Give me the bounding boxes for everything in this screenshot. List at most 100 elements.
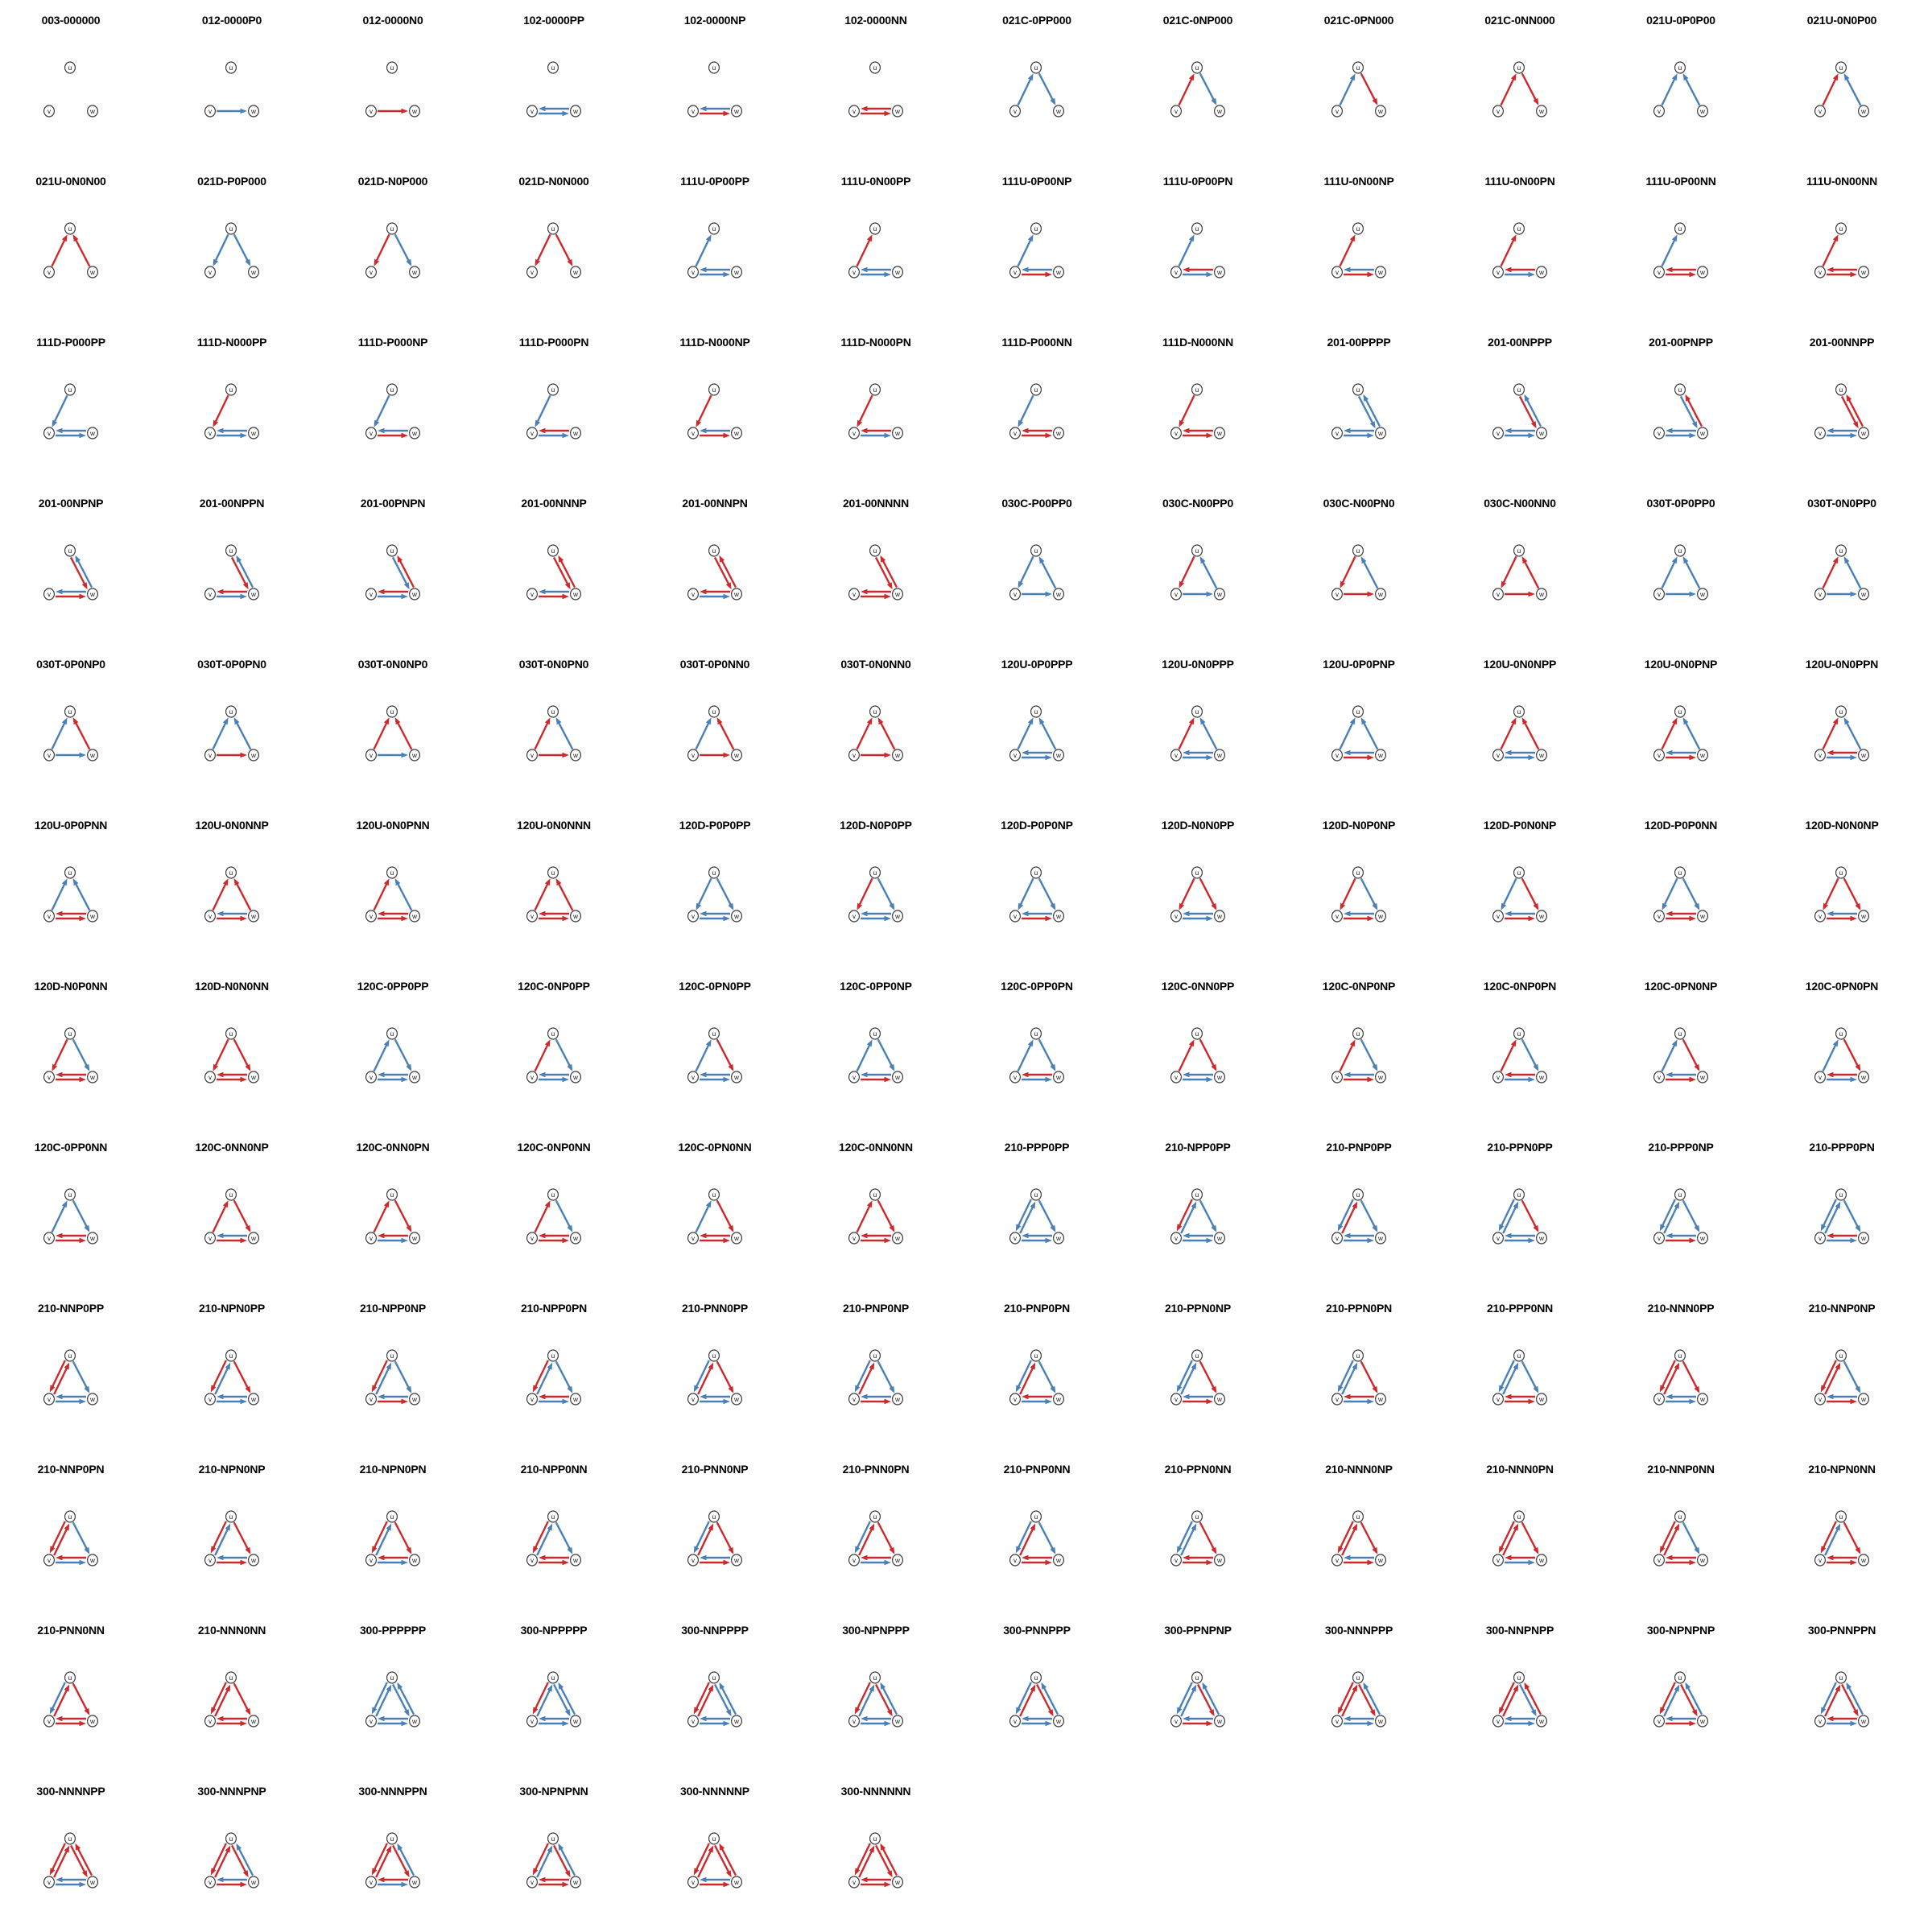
node-v-label: v [47, 1557, 51, 1564]
node-w [1374, 1715, 1386, 1728]
edge-vw-positive [1344, 432, 1374, 439]
triad-graph: uv w [1653, 1510, 1708, 1567]
node-w-label: w [1699, 1074, 1705, 1081]
node-v-label: v [1657, 913, 1661, 920]
edge-vw-negative [861, 110, 891, 117]
node-u [1513, 222, 1525, 235]
node-u-label: u [1678, 64, 1682, 72]
triad-graph: uv w [1170, 866, 1225, 923]
node-v-label: v [1657, 430, 1661, 437]
triad-graph: uv w [204, 1671, 259, 1728]
node-w [891, 1715, 903, 1728]
triad-graph: uv w [365, 1027, 420, 1084]
edge-vu-negative [1339, 234, 1356, 267]
edge-uw-positive [713, 1683, 732, 1717]
triad-graph: uv w [43, 222, 98, 279]
triad-cell-120C-0NP0NN: 120C-0NP0NN u v w [483, 1127, 644, 1288]
triad-label: 120C-0NP0NN [517, 1141, 591, 1154]
edge-uw-positive [72, 1360, 90, 1393]
node-u-label: u [551, 1352, 555, 1360]
triad-label: 201-00NNPN [682, 497, 748, 510]
node-v-label: v [1657, 1718, 1661, 1725]
triad-label: 120D-N0N0NP [1805, 819, 1879, 832]
node-u [547, 1671, 559, 1684]
node-w [1052, 266, 1064, 279]
triad-graph: uv w [1009, 383, 1064, 440]
node-w-label: w [894, 1396, 900, 1403]
edge-uw-negative [1199, 877, 1217, 910]
node-w-label: w [89, 269, 95, 276]
node-v-label: v [530, 430, 534, 437]
node-v-label: v [1657, 1557, 1661, 1564]
edge-vu-positive [1661, 1039, 1678, 1072]
edge-uv-negative [693, 1682, 710, 1715]
edge-wv-positive [1183, 749, 1213, 756]
edge-uv-negative [696, 394, 712, 427]
node-u [708, 1188, 720, 1201]
node-w [247, 1554, 259, 1567]
edge-vu-positive [536, 1523, 553, 1556]
node-u-label: u [1356, 225, 1360, 233]
triad-cell-300-NNNPNP: 300-NNNPNP u v w [161, 1771, 322, 1932]
edge-wu-positive [1038, 556, 1057, 589]
edge-uv-negative [371, 1360, 388, 1393]
node-v [848, 1232, 860, 1245]
node-v [1653, 427, 1665, 440]
node-w-label: w [1216, 591, 1222, 598]
edge-wv-positive [700, 1071, 730, 1078]
triad-label: 300-NPNPPP [842, 1624, 910, 1637]
node-u-label: u [1678, 225, 1682, 233]
node-u-label: u [712, 225, 716, 233]
triad-cell-201-00NPNP: 201-00NPNP u v w [0, 483, 161, 644]
node-u-label: u [873, 1835, 877, 1843]
node-u-label: u [1517, 386, 1521, 394]
node-v-label: v [369, 913, 373, 920]
edge-uv-negative [854, 1682, 871, 1715]
node-u [1835, 222, 1847, 235]
node-u-label: u [1839, 1191, 1843, 1199]
triad-label: 111U-0N00NN [1806, 175, 1878, 188]
node-u-label: u [1034, 64, 1038, 72]
node-w [408, 1232, 420, 1245]
node-u-label: u [390, 547, 394, 555]
node-w [1857, 749, 1869, 762]
node-w-label: w [572, 430, 578, 437]
edge-vu-positive [51, 717, 68, 750]
edge-vw-negative [1344, 1076, 1374, 1083]
node-w-label: w [1699, 1396, 1705, 1403]
node-w-label: w [1860, 913, 1866, 920]
node-v-label: v [47, 913, 51, 920]
triad-label: 120D-N0P0PP [840, 819, 912, 832]
triad-cell-003-000000: 003-000000 u v w [0, 0, 161, 161]
triad-label: 120D-N0P0NN [34, 980, 108, 993]
edge-vw-negative [1505, 591, 1535, 597]
node-v [43, 1554, 55, 1567]
node-w-label: w [1216, 1074, 1222, 1081]
edge-wv-negative [1022, 1393, 1052, 1400]
node-u-label: u [1195, 386, 1199, 394]
triad-cell-201-00NNNP: 201-00NNNP u v w [483, 483, 644, 644]
node-w [730, 1715, 742, 1728]
edge-wu-negative [877, 717, 896, 750]
node-u [547, 1027, 559, 1040]
node-w-label: w [1216, 430, 1222, 437]
edge-wv-positive [861, 1071, 891, 1078]
node-u-label: u [1517, 708, 1521, 716]
triad-label: 120C-0PP0PP [357, 980, 429, 993]
edge-wv-negative [861, 1554, 891, 1561]
edge-wv-positive [700, 1715, 730, 1722]
triad-cell-120D-N0P0NP: 120D-N0P0NP u v w [1288, 805, 1449, 966]
edge-uv-positive [1662, 877, 1678, 910]
triad-graph: uv w [848, 866, 903, 923]
triad-label: 012-0000N0 [362, 14, 423, 27]
node-u [1835, 61, 1847, 74]
triad-label: 210-NPN0PN [359, 1463, 427, 1476]
edge-vu-negative [1824, 1684, 1841, 1717]
triad-graph: uv w [43, 61, 98, 118]
node-u [1835, 1349, 1847, 1362]
node-v [526, 1393, 538, 1406]
edge-vu-positive [212, 717, 229, 750]
node-u [1674, 61, 1686, 74]
node-v [687, 1876, 699, 1889]
triad-graph: uv w [1492, 544, 1547, 601]
